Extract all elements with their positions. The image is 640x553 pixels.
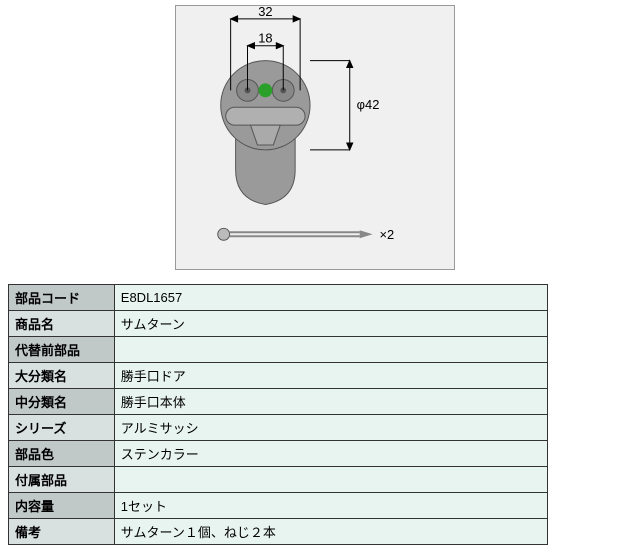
table-row: 内容量1セット bbox=[9, 493, 548, 519]
spec-label: 部品コード bbox=[9, 285, 115, 311]
dim-inner-value: 18 bbox=[258, 31, 272, 46]
technical-diagram: 32 18 φ42 bbox=[175, 5, 455, 270]
table-row: シリーズアルミサッシ bbox=[9, 415, 548, 441]
spec-value: サムターン bbox=[114, 311, 547, 337]
table-row: 備考サムターン１個、ねじ２本 bbox=[9, 519, 548, 545]
spec-value: サムターン１個、ねじ２本 bbox=[114, 519, 547, 545]
spec-label: 大分類名 bbox=[9, 363, 115, 389]
spec-value: ステンカラー bbox=[114, 441, 547, 467]
spec-value: E8DL1657 bbox=[114, 285, 547, 311]
table-row: 中分類名勝手口本体 bbox=[9, 389, 548, 415]
table-row: 部品コードE8DL1657 bbox=[9, 285, 548, 311]
table-row: 代替前部品 bbox=[9, 337, 548, 363]
table-row: 大分類名勝手口ドア bbox=[9, 363, 548, 389]
spec-table: 部品コードE8DL1657商品名サムターン代替前部品大分類名勝手口ドア中分類名勝… bbox=[8, 284, 548, 545]
spec-value: 勝手口ドア bbox=[114, 363, 547, 389]
thumbturn-body bbox=[221, 61, 310, 205]
spec-value bbox=[114, 467, 547, 493]
dim-diameter-value: φ42 bbox=[357, 97, 380, 112]
screw: ×2 bbox=[218, 227, 394, 242]
page-root: 32 18 φ42 bbox=[0, 0, 640, 553]
screw-qty-label: ×2 bbox=[380, 227, 395, 242]
spec-label: 備考 bbox=[9, 519, 115, 545]
spec-label: 代替前部品 bbox=[9, 337, 115, 363]
dim-outer-value: 32 bbox=[258, 6, 272, 19]
spec-label: 中分類名 bbox=[9, 389, 115, 415]
spec-value: 1セット bbox=[114, 493, 547, 519]
spec-label: 商品名 bbox=[9, 311, 115, 337]
spec-label: 部品色 bbox=[9, 441, 115, 467]
spec-value: 勝手口本体 bbox=[114, 389, 547, 415]
diagram-svg: 32 18 φ42 bbox=[176, 6, 454, 269]
spec-label: 付属部品 bbox=[9, 467, 115, 493]
dim-diameter: φ42 bbox=[310, 61, 379, 150]
spec-label: シリーズ bbox=[9, 415, 115, 441]
spec-table-body: 部品コードE8DL1657商品名サムターン代替前部品大分類名勝手口ドア中分類名勝… bbox=[9, 285, 548, 545]
table-row: 部品色ステンカラー bbox=[9, 441, 548, 467]
spec-value bbox=[114, 337, 547, 363]
spec-label: 内容量 bbox=[9, 493, 115, 519]
table-row: 付属部品 bbox=[9, 467, 548, 493]
table-row: 商品名サムターン bbox=[9, 311, 548, 337]
green-indicator bbox=[258, 83, 272, 97]
spec-value: アルミサッシ bbox=[114, 415, 547, 441]
